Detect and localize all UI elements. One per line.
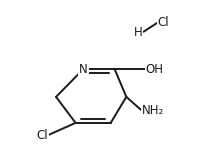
Text: N: N: [79, 63, 88, 76]
Text: OH: OH: [146, 63, 164, 76]
Text: NH₂: NH₂: [142, 104, 164, 117]
Text: H: H: [134, 26, 142, 39]
Text: Cl: Cl: [37, 128, 48, 142]
Text: Cl: Cl: [158, 16, 169, 29]
